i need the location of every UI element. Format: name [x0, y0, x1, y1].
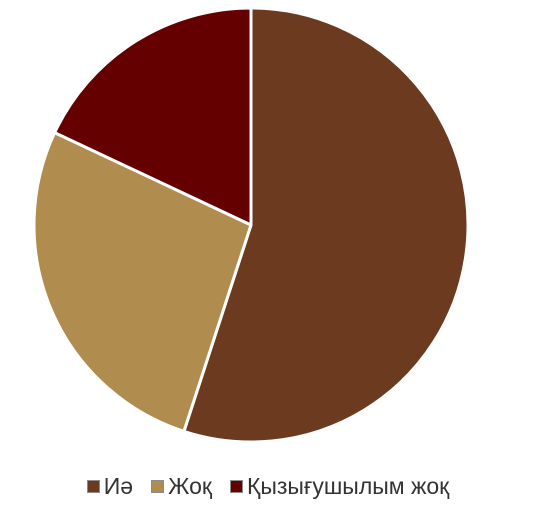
pie-slice-no — [32, 131, 253, 433]
legend-swatch-not-interested — [229, 479, 243, 493]
chart-legend: Иә Жоқ Қызығушылым жоқ — [0, 468, 536, 504]
legend-label-no: Жоқ — [168, 472, 212, 499]
pie-slice-yes — [182, 6, 470, 444]
legend-item-yes: Иә — [86, 472, 134, 499]
legend-item-no: Жоқ — [151, 472, 212, 499]
legend-label-not-interested: Қызығушылым жоқ — [246, 472, 450, 499]
legend-swatch-yes — [86, 479, 100, 493]
pie-slice-not-interested — [53, 6, 253, 227]
legend-item-not-interested: Қызығушылым жоқ — [229, 472, 450, 499]
pie-plot-area — [32, 6, 470, 444]
legend-swatch-no — [151, 479, 165, 493]
legend-label-yes: Иә — [103, 472, 134, 499]
